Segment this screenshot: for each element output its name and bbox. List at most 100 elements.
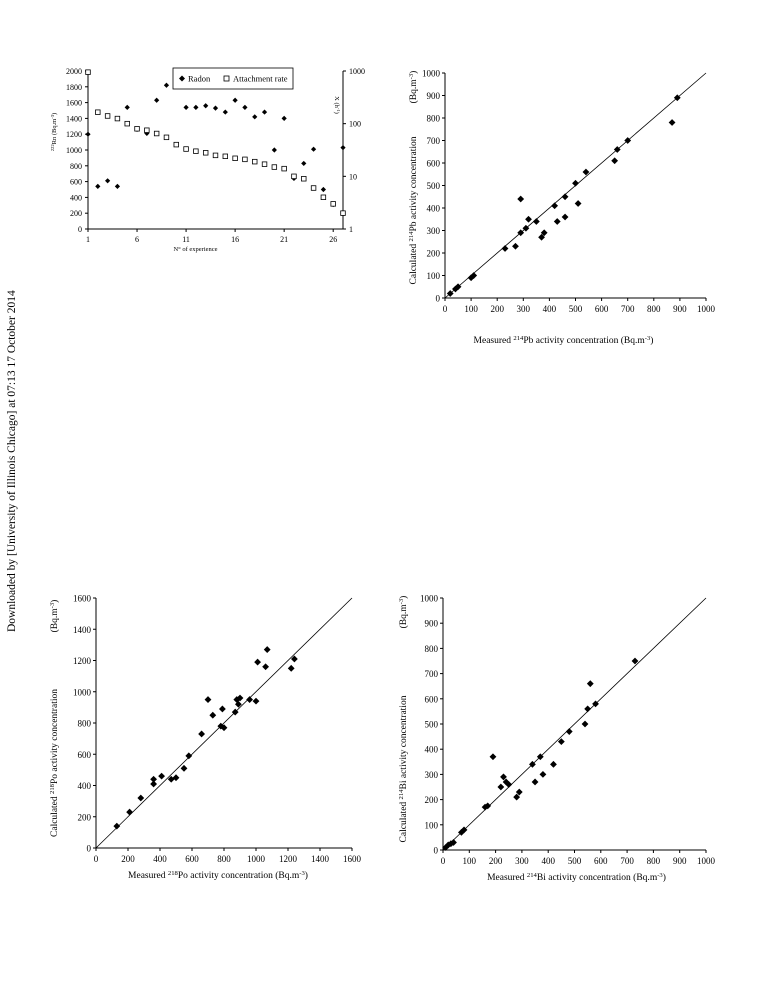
data-point [254,658,261,666]
data-point [561,193,569,201]
data-point [470,272,478,279]
data-point [454,283,462,291]
y-axis-label: Calculated 214Pb activity concentration [408,136,420,284]
data-point [539,771,547,778]
data-point [484,802,492,810]
data-point [185,752,193,760]
y-axis-unit: (Bq.m-3) [408,71,420,104]
radon-point [95,183,101,189]
attachment-point [183,146,189,152]
y-tick-label: 1200 [66,130,82,139]
radon-point [310,146,317,152]
data-point [220,724,228,732]
radon-point [261,109,268,115]
x-tick-label: 1600 [343,854,362,864]
data-point [551,202,559,210]
y-tick-label: 400 [70,193,82,202]
y-right-tick-label: 1 [349,225,353,234]
legend-box [172,67,294,90]
attachment-point [242,156,248,163]
attachment-point [144,127,150,133]
data-point [529,760,536,768]
x-tick-label: 100 [463,856,477,866]
y-tick-label: 800 [427,114,441,124]
data-point [246,696,253,703]
radon-point [193,104,199,110]
x-axis-label: Measured 214Pb activity concentration (B… [474,335,654,347]
data-point [252,697,260,705]
y-tick-label: 1800 [66,83,82,92]
y-axis-unit: (Bq.m-3) [398,596,410,629]
y-tick-label: 200 [70,209,82,218]
y-right-tick-label: 100 [349,120,361,129]
y-tick-label: 1000 [73,687,92,697]
data-point [209,711,217,719]
attachment-point [134,126,140,132]
y-tick-label: 300 [427,226,441,236]
legend-radon-marker [179,75,185,82]
y-tick-label: 1000 [66,146,82,155]
reference-line [442,597,707,851]
data-point [231,708,239,716]
y-tick-label: 400 [78,781,92,791]
x-tick-label: 800 [647,304,661,314]
x-tick-label: 900 [673,856,687,866]
attachment-point [114,115,121,122]
y-tick-label: 800 [78,719,92,729]
data-point [446,290,454,297]
y-tick-label: 1600 [66,99,82,108]
y-tick-label: 100 [425,820,439,830]
radon-point [222,109,228,115]
data-point [263,646,271,653]
y-tick-label: 200 [425,795,439,805]
attachment-point [173,141,179,148]
x-tick-label: 200 [121,854,135,864]
data-point [611,157,619,165]
x-tick-label: 6 [135,235,139,244]
data-point [150,780,157,788]
attachment-point [271,164,278,170]
data-point [113,822,121,830]
data-point [452,285,459,293]
y-tick-label: 0 [434,846,439,856]
data-point [592,700,599,708]
x-tick-label: 16 [231,235,239,244]
y-tick-label: 1000 [420,594,439,604]
radon-point [271,147,277,153]
data-point [584,705,592,713]
data-point [287,664,295,672]
data-point [198,730,205,738]
data-point [624,137,632,144]
data-point [489,753,497,761]
x-tick-label: 1000 [697,856,716,866]
data-point [513,793,521,801]
data-point [531,778,539,786]
x-tick-label: 0 [441,856,446,866]
x-tick-label: 800 [647,856,661,866]
x-tick-label: 1 [86,235,90,244]
x-tick-label: 300 [517,304,531,314]
y-tick-label: 600 [427,159,441,169]
radon-point [320,186,326,193]
y-tick-label: 800 [425,644,439,654]
data-point [522,224,530,232]
data-point [150,775,157,783]
y-tick-label: 0 [87,844,92,854]
data-point [668,119,676,126]
y-tick-label: 900 [425,619,439,629]
data-point [517,195,525,203]
y-tick-label: 0 [436,294,441,304]
x-tick-label: 1000 [247,854,266,864]
attachment-point [222,153,229,160]
radon-point [105,178,111,184]
y-tick-label: 600 [70,178,82,187]
attachment-point [330,201,336,207]
data-point [236,694,244,702]
attachment-point [320,194,327,200]
radon-point [301,160,307,167]
radon-point [242,104,248,110]
y-right-tick-label: 1000 [349,67,365,76]
